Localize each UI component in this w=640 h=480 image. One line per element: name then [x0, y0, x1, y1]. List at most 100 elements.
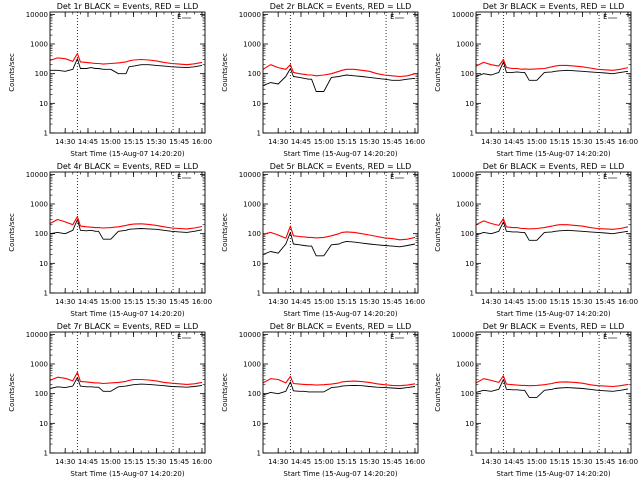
x-tick-label: 15:00	[314, 138, 334, 146]
x-tick-label: 14:30	[55, 298, 75, 306]
events-series-line	[475, 61, 629, 81]
lld-series-line	[262, 225, 416, 241]
x-tick-label: 14:45	[291, 458, 311, 466]
y-axis-label: Counts/sec	[221, 213, 229, 252]
chart-panel: Det 9r BLACK = Events, RED = LLD Counts/s…	[426, 320, 639, 480]
chart-title: Det 9r BLACK = Events, RED = LLD	[483, 322, 625, 331]
y-axis-label: Counts/sec	[8, 53, 16, 92]
chart-svg: Det 1r BLACK = Events, RED = LLD Counts/s…	[8, 2, 212, 158]
y-tick-label: 1000	[30, 361, 48, 369]
y-tick-label: 1000	[456, 361, 474, 369]
y-tick-label: 1000	[243, 201, 261, 209]
x-tick-label: 16:00	[618, 458, 638, 466]
y-axis-label: Counts/sec	[434, 53, 442, 92]
chart-svg: Det 8r BLACK = Events, RED = LLD Counts/s…	[221, 322, 425, 478]
x-tick-label: 15:15	[336, 138, 356, 146]
chart-svg: Det 2r BLACK = Events, RED = LLD Counts/s…	[221, 2, 425, 158]
event-marker-label: E	[603, 173, 607, 181]
x-axis-label: Start Time (15-Aug-07 14:20:20)	[496, 150, 610, 158]
lld-series-line	[262, 375, 416, 387]
y-axis-label: Counts/sec	[8, 213, 16, 252]
x-tick-label: 15:30	[359, 298, 379, 306]
plot-frame	[475, 11, 632, 134]
plot-frame	[262, 171, 419, 294]
x-tick-label: 15:45	[595, 298, 615, 306]
x-tick-label: 14:45	[78, 458, 98, 466]
plot-frame	[475, 171, 632, 294]
y-tick-label: 1	[470, 130, 474, 138]
chart-svg: Det 4r BLACK = Events, RED = LLD Counts/s…	[8, 162, 212, 318]
x-tick-label: 14:45	[504, 138, 524, 146]
chart-svg: Det 3r BLACK = Events, RED = LLD Counts/s…	[434, 2, 638, 158]
x-tick-label: 15:15	[336, 458, 356, 466]
y-axis-label: Counts/sec	[221, 53, 229, 92]
x-tick-label: 15:30	[572, 138, 592, 146]
chart-svg: Det 9r BLACK = Events, RED = LLD Counts/s…	[434, 322, 638, 478]
x-tick-label: 14:45	[504, 298, 524, 306]
x-axis-label: Start Time (15-Aug-07 14:20:20)	[70, 470, 184, 478]
chart-svg: Det 5r BLACK = Events, RED = LLD Counts/s…	[221, 162, 425, 318]
chart-panel: Det 7r BLACK = Events, RED = LLD Counts/s…	[0, 320, 213, 480]
x-tick-label: 16:00	[192, 138, 212, 146]
x-tick-label: 16:00	[405, 138, 425, 146]
chart-panel: Det 5r BLACK = Events, RED = LLD Counts/s…	[213, 160, 426, 320]
x-tick-label: 14:45	[78, 138, 98, 146]
x-tick-label: 14:30	[481, 138, 501, 146]
x-tick-label: 15:15	[123, 458, 143, 466]
event-marker-label: E	[390, 13, 394, 21]
event-marker-label: E	[603, 13, 607, 21]
x-tick-label: 14:30	[481, 298, 501, 306]
y-axis-label: Counts/sec	[434, 213, 442, 252]
x-tick-label: 16:00	[405, 298, 425, 306]
x-tick-label: 15:00	[101, 138, 121, 146]
y-tick-label: 100	[461, 390, 474, 398]
lld-series-line	[262, 64, 416, 78]
y-tick-label: 1	[44, 130, 48, 138]
events-series-line	[50, 58, 203, 75]
y-tick-label: 10000	[26, 11, 48, 19]
x-tick-label: 15:15	[549, 138, 569, 146]
y-tick-label: 100	[248, 70, 261, 78]
x-tick-label: 14:30	[268, 298, 288, 306]
x-tick-label: 14:30	[55, 138, 75, 146]
x-tick-label: 15:45	[169, 138, 189, 146]
x-tick-label: 15:15	[336, 298, 356, 306]
x-tick-label: 15:30	[359, 458, 379, 466]
plot-frame	[475, 331, 632, 454]
y-tick-label: 100	[461, 230, 474, 238]
event-marker-label: E	[390, 333, 394, 341]
event-marker-label: E	[177, 173, 181, 181]
chart-panel: Det 1r BLACK = Events, RED = LLD Counts/s…	[0, 0, 213, 160]
x-tick-label: 15:30	[146, 138, 166, 146]
event-marker-label: E	[603, 333, 607, 341]
plot-frame	[262, 331, 419, 454]
x-tick-label: 15:30	[146, 298, 166, 306]
y-tick-label: 1	[44, 290, 48, 298]
events-series-line	[475, 221, 629, 241]
plot-frame	[49, 331, 206, 454]
y-tick-label: 1	[257, 130, 261, 138]
x-tick-label: 15:15	[549, 458, 569, 466]
y-tick-label: 10000	[239, 331, 261, 339]
plot-frame	[49, 11, 206, 134]
y-tick-label: 10	[252, 260, 261, 268]
y-tick-label: 1	[257, 290, 261, 298]
x-tick-label: 15:00	[527, 458, 547, 466]
event-marker-label: E	[177, 333, 181, 341]
plot-frame	[49, 171, 206, 294]
x-axis-label: Start Time (15-Aug-07 14:20:20)	[496, 310, 610, 318]
x-tick-label: 16:00	[192, 298, 212, 306]
y-tick-label: 10000	[452, 11, 474, 19]
x-tick-label: 14:30	[481, 458, 501, 466]
x-tick-label: 15:30	[572, 458, 592, 466]
x-tick-label: 15:15	[123, 138, 143, 146]
event-marker-label: E	[177, 13, 181, 21]
x-tick-label: 15:45	[595, 458, 615, 466]
chart-panel: Det 6r BLACK = Events, RED = LLD Counts/s…	[426, 160, 639, 320]
y-tick-label: 1000	[30, 41, 48, 49]
y-tick-label: 10000	[239, 171, 261, 179]
x-tick-label: 14:30	[268, 138, 288, 146]
chart-title: Det 8r BLACK = Events, RED = LLD	[270, 322, 412, 331]
x-axis-label: Start Time (15-Aug-07 14:20:20)	[283, 310, 397, 318]
